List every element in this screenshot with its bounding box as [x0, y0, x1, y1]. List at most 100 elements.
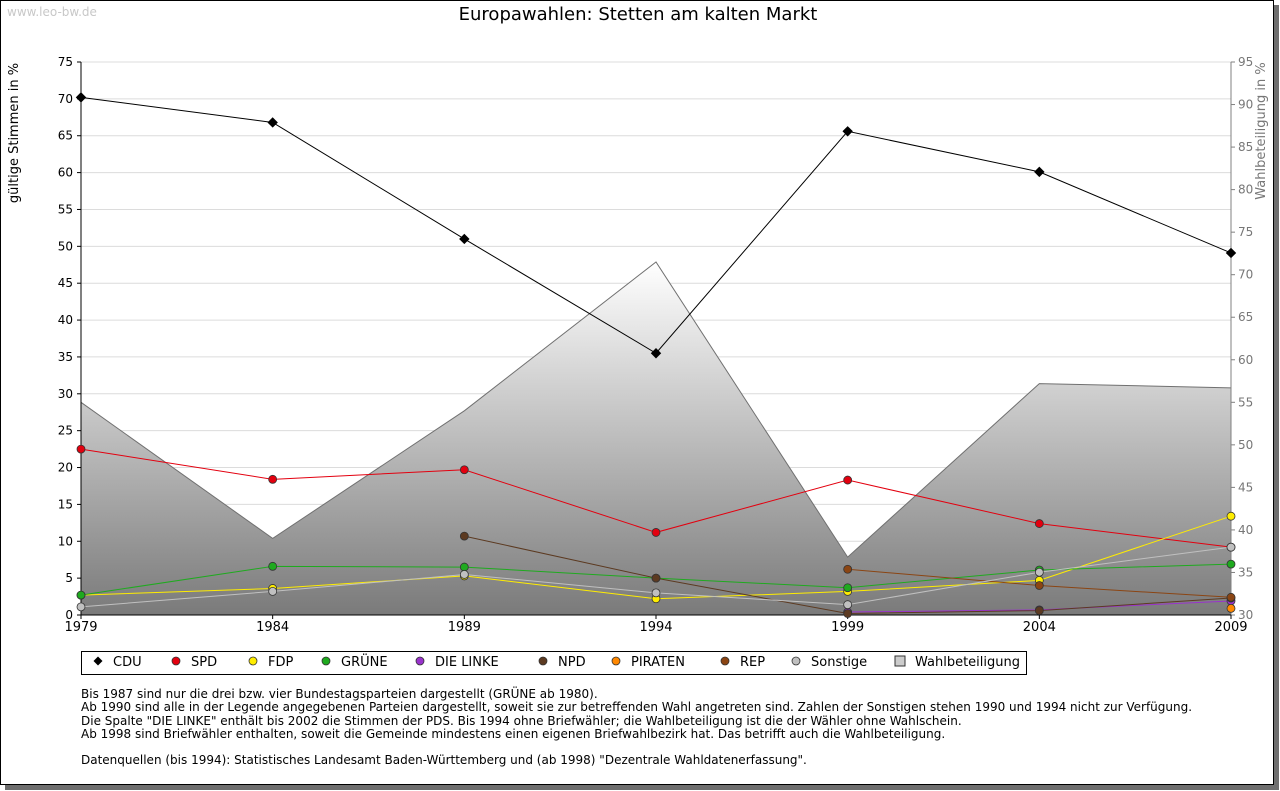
- data-point: [651, 528, 661, 537]
- y2-tick-label: 45: [1238, 480, 1253, 494]
- note-line: Die Spalte "DIE LINKE" enthält bis 2002 …: [81, 713, 962, 728]
- data-point: [843, 583, 853, 593]
- data-point: [1226, 559, 1236, 569]
- legend-label: Wahlbeteiligung: [915, 655, 1021, 670]
- chart-title: Europawahlen: Stetten am kalten Markt: [458, 4, 818, 25]
- x-tick-label: 2004: [1023, 620, 1056, 635]
- x-tick-label: 2009: [1214, 620, 1247, 635]
- data-point: [843, 475, 853, 485]
- y2-tick-label: 80: [1238, 183, 1253, 197]
- y2-tick-label: 30: [1238, 608, 1253, 622]
- legend-marker: [720, 656, 730, 666]
- turnout-line: [80, 261, 1232, 558]
- x-tick-label: 1984: [256, 620, 289, 635]
- note-line: Bis 1987 sind nur die drei bzw. vier Bun…: [81, 687, 598, 701]
- y2-tick-label: 65: [1238, 310, 1253, 324]
- y2-tick-label: 35: [1238, 565, 1253, 579]
- legend-label: FDP: [268, 655, 294, 670]
- data-point: [1226, 592, 1236, 602]
- legend-item: SPD: [170, 655, 217, 670]
- data-point: [843, 564, 853, 574]
- y2-tick-label: 75: [1238, 225, 1253, 239]
- y-tick-label: 5: [65, 571, 73, 585]
- legend-marker: [791, 656, 801, 666]
- data-point: [1034, 606, 1044, 615]
- y-tick-label: 55: [58, 202, 73, 216]
- y2-tick-label: 40: [1238, 523, 1253, 537]
- y2-tick-label: 60: [1238, 353, 1253, 367]
- y2-tick-label: 70: [1238, 268, 1253, 282]
- y-tick-label: 15: [58, 497, 73, 511]
- data-point: [459, 570, 469, 579]
- legend-label: PIRATEN: [631, 655, 685, 670]
- y2-tick-label: 90: [1238, 98, 1253, 112]
- data-point: [843, 609, 853, 618]
- y-tick-label: 10: [58, 534, 73, 548]
- y2-tick-label: 55: [1238, 395, 1253, 409]
- turnout-area-fill: [81, 261, 1231, 615]
- data-point: [651, 588, 661, 598]
- y-tick-label: 40: [58, 313, 73, 327]
- data-point: [268, 474, 278, 484]
- legend-marker: [321, 656, 331, 666]
- legend-marker: [93, 656, 103, 666]
- y2-axis-title: Wahlbeteiligung in %: [1254, 62, 1269, 199]
- data-point: [268, 587, 278, 596]
- data-point: [76, 590, 86, 600]
- data-point: [1225, 247, 1237, 259]
- y-tick-label: 0: [65, 608, 73, 622]
- note-line: Ab 1990 sind alle in der Legende angegeb…: [81, 700, 1193, 715]
- data-point: [76, 444, 86, 454]
- legend-label: CDU: [113, 655, 142, 670]
- data-point: [459, 465, 469, 475]
- note-line: Ab 1998 sind Briefwähler enthalten, sowe…: [81, 726, 946, 741]
- data-point: [459, 531, 469, 541]
- series-points: [75, 92, 1237, 618]
- x-tick-label: 1999: [831, 620, 864, 635]
- data-point: [1226, 511, 1236, 521]
- data-point: [843, 600, 853, 610]
- watermark: www.leo-bw.de: [7, 5, 97, 19]
- data-point: [76, 602, 86, 612]
- legend-marker: [611, 656, 621, 666]
- legend-label: Sonstige: [811, 655, 868, 670]
- y-tick-label: 35: [58, 350, 73, 364]
- data-point: [1034, 519, 1044, 528]
- legend-item: CDU: [92, 655, 142, 670]
- legend-item: Wahlbeteiligung: [894, 655, 1020, 670]
- legend-marker: [248, 656, 258, 666]
- legend-item: GRÜNE: [320, 655, 388, 670]
- data-point: [650, 348, 662, 359]
- legend-label: NPD: [558, 655, 586, 670]
- legend-marker: [538, 656, 548, 666]
- legend-label: DIE LINKE: [435, 655, 499, 670]
- note-line: [81, 741, 1192, 754]
- notes: Bis 1987 sind nur die drei bzw. vier Bun…: [81, 687, 1193, 768]
- y-tick-label: 70: [58, 92, 73, 106]
- turnout-area: [80, 261, 1232, 615]
- chart-plot: 0 5 10 15 20 25 30 35 40 45 50 55 60 65 70 75 30 35 40 45 50…: [7, 55, 1269, 635]
- legend-marker: [171, 656, 181, 666]
- y-tick-label: 20: [58, 461, 73, 475]
- y-tick-label: 30: [58, 387, 73, 401]
- data-point: [651, 573, 661, 583]
- y-tick-label: 60: [58, 166, 73, 180]
- x-tick-label: 1994: [639, 620, 672, 635]
- y2-tick-label: 95: [1238, 55, 1253, 69]
- y2-tick-label: 50: [1238, 438, 1253, 452]
- data-point: [1034, 581, 1044, 590]
- data-point: [842, 126, 853, 137]
- x-tick-label: 1989: [448, 620, 481, 635]
- legend-item: PIRATEN: [610, 655, 685, 670]
- y-tick-label: 25: [58, 424, 73, 438]
- note-line: Datenquellen (bis 1994): Statistisches L…: [81, 753, 807, 768]
- legend-marker: [415, 656, 425, 666]
- legend-label: SPD: [191, 655, 218, 670]
- y-tick-label: 45: [58, 276, 73, 290]
- y-tick-label: 50: [58, 239, 73, 253]
- y-tick-label: 65: [58, 129, 73, 143]
- data-point: [267, 117, 278, 128]
- legend: CDU SPD FDP GRÜNE DIE LINKE NPD PIRATEN REP Sons…: [81, 651, 1027, 675]
- legend-item: Sonstige: [790, 655, 867, 670]
